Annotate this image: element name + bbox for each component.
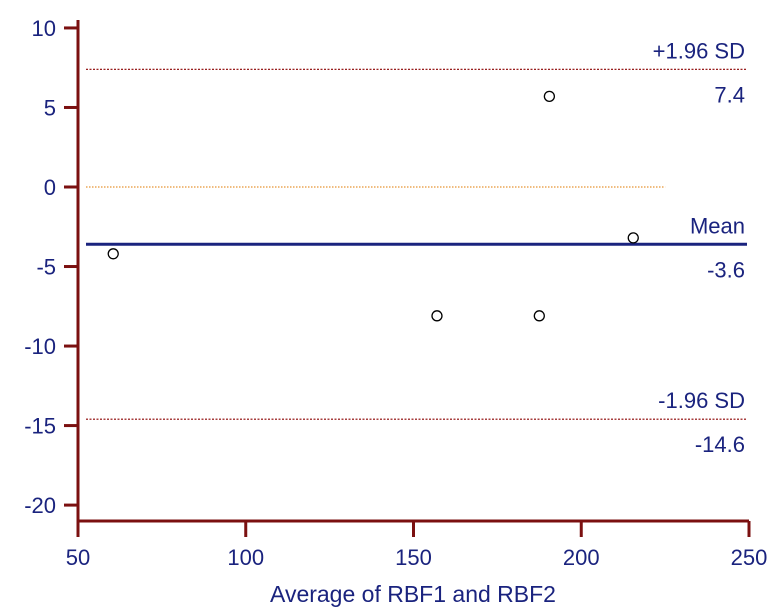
reference-line-value: -14.6	[695, 432, 745, 457]
data-point	[627, 232, 639, 244]
x-tick-label: 150	[395, 545, 432, 570]
reference-line-value: 7.4	[714, 82, 745, 107]
y-tick-label: -15	[24, 414, 56, 439]
reference-line-name: -1.96 SD	[658, 388, 745, 413]
data-points	[107, 90, 639, 322]
y-tick-label: 10	[32, 16, 56, 41]
reference-line-name: Mean	[690, 213, 745, 238]
x-tick-label: 100	[227, 545, 264, 570]
y-tick-label: 5	[44, 95, 56, 120]
y-tick-label: -10	[24, 334, 56, 359]
reference-line-value: -3.6	[707, 257, 745, 282]
reference-lines: +1.96 SD 7.4 Mean -3.6 -1.96 SD -14.6	[86, 38, 747, 457]
data-point	[533, 310, 545, 322]
y-tick-label: 0	[44, 175, 56, 200]
x-tick-label: 50	[66, 545, 90, 570]
y-tick-label: -5	[36, 255, 56, 280]
data-point	[107, 248, 119, 260]
data-point	[543, 90, 556, 102]
y-tick-label: -20	[24, 493, 56, 518]
x-axis-title: Average of RBF1 and RBF2	[270, 581, 556, 607]
reference-line-name: +1.96 SD	[653, 38, 745, 63]
x-tick-label: 250	[731, 545, 768, 570]
x-tick-label: 200	[563, 545, 600, 570]
data-point	[431, 310, 443, 322]
